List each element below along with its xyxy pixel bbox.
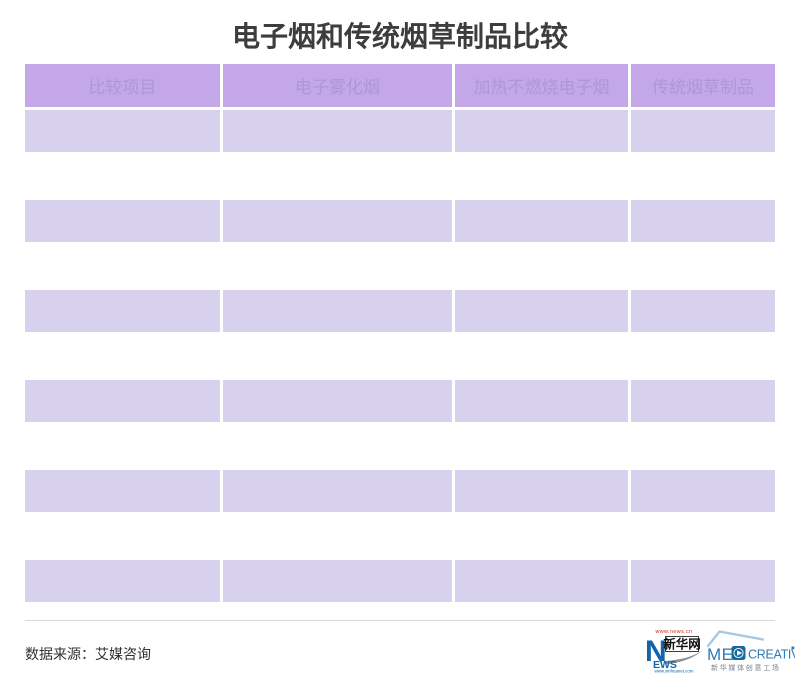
table-row bbox=[25, 380, 775, 422]
medcreative-logo-icon: ME CREATIVE 新华媒体创意工场 bbox=[707, 630, 795, 672]
table-header-cell: 加热不燃烧电子烟 bbox=[455, 64, 628, 107]
table-cell bbox=[25, 380, 220, 422]
xinhuanet-name-cn: 新华网 bbox=[663, 637, 701, 652]
medcreative-letters-me: ME bbox=[707, 645, 734, 664]
table-cell bbox=[455, 470, 628, 512]
footer-logos: www.news.cn N 新华网 EWS www.xinhuanet.com … bbox=[646, 627, 795, 673]
table-header-cell: 传统烟草制品 bbox=[630, 64, 775, 107]
table-cell bbox=[630, 290, 775, 332]
table-cell bbox=[630, 560, 775, 602]
table-cell bbox=[222, 110, 453, 152]
table-header-row: 比较项目 电子雾化烟 加热不燃烧电子烟 传统烟草制品 bbox=[25, 64, 775, 107]
table-header-cell: 比较项目 bbox=[25, 64, 220, 107]
xinhuanet-letter-n: N bbox=[646, 635, 667, 668]
medcreative-roof bbox=[707, 630, 765, 648]
table-cell bbox=[630, 380, 775, 422]
table-cell bbox=[222, 560, 453, 602]
table-cell bbox=[222, 470, 453, 512]
table-row bbox=[25, 200, 775, 242]
table-cell bbox=[455, 290, 628, 332]
xinhuanet-letters-ews: EWS bbox=[653, 659, 677, 671]
xinhuanet-url-top: www.news.cn bbox=[654, 629, 692, 635]
table-cell bbox=[455, 380, 628, 422]
table-cell bbox=[455, 110, 628, 152]
table-cell bbox=[222, 200, 453, 242]
data-source-text: 数据来源：艾媒咨询 bbox=[25, 646, 151, 662]
medcreative-play-icon bbox=[737, 650, 743, 656]
table-header-cell: 电子雾化烟 bbox=[222, 64, 453, 107]
footer: 数据来源：艾媒咨询 www.news.cn N 新华网 EWS www.xinh… bbox=[0, 621, 800, 680]
page-title: 电子烟和传统烟草制品比较 bbox=[231, 21, 568, 52]
table-row bbox=[25, 560, 775, 602]
table-cell bbox=[25, 200, 220, 242]
table-row bbox=[25, 470, 775, 512]
comparison-table: 比较项目 电子雾化烟 加热不燃烧电子烟 传统烟草制品 bbox=[25, 64, 775, 602]
table-cell bbox=[630, 200, 775, 242]
table-cell bbox=[25, 560, 220, 602]
table-cell bbox=[630, 470, 775, 512]
medcreative-subtitle-cn: 新华媒体创意工场 bbox=[711, 663, 781, 672]
table-cell bbox=[455, 560, 628, 602]
table-row bbox=[25, 290, 775, 332]
table-cell bbox=[222, 290, 453, 332]
table-cell bbox=[455, 200, 628, 242]
xinhuanet-logo-icon: www.news.cn N 新华网 EWS www.xinhuanet.com bbox=[646, 629, 702, 674]
table-cell bbox=[630, 110, 775, 152]
table-cell bbox=[25, 290, 220, 332]
table-cell bbox=[222, 380, 453, 422]
xinhuanet-swoosh bbox=[664, 650, 702, 664]
medcreative-letters-creative: CREATIVE bbox=[748, 648, 795, 662]
table-row bbox=[25, 110, 775, 152]
xinhuanet-url-bottom: www.xinhuanet.com bbox=[654, 669, 693, 674]
footer-divider bbox=[25, 620, 775, 621]
table-cell bbox=[25, 470, 220, 512]
table-cell bbox=[25, 110, 220, 152]
table-body bbox=[25, 110, 775, 602]
